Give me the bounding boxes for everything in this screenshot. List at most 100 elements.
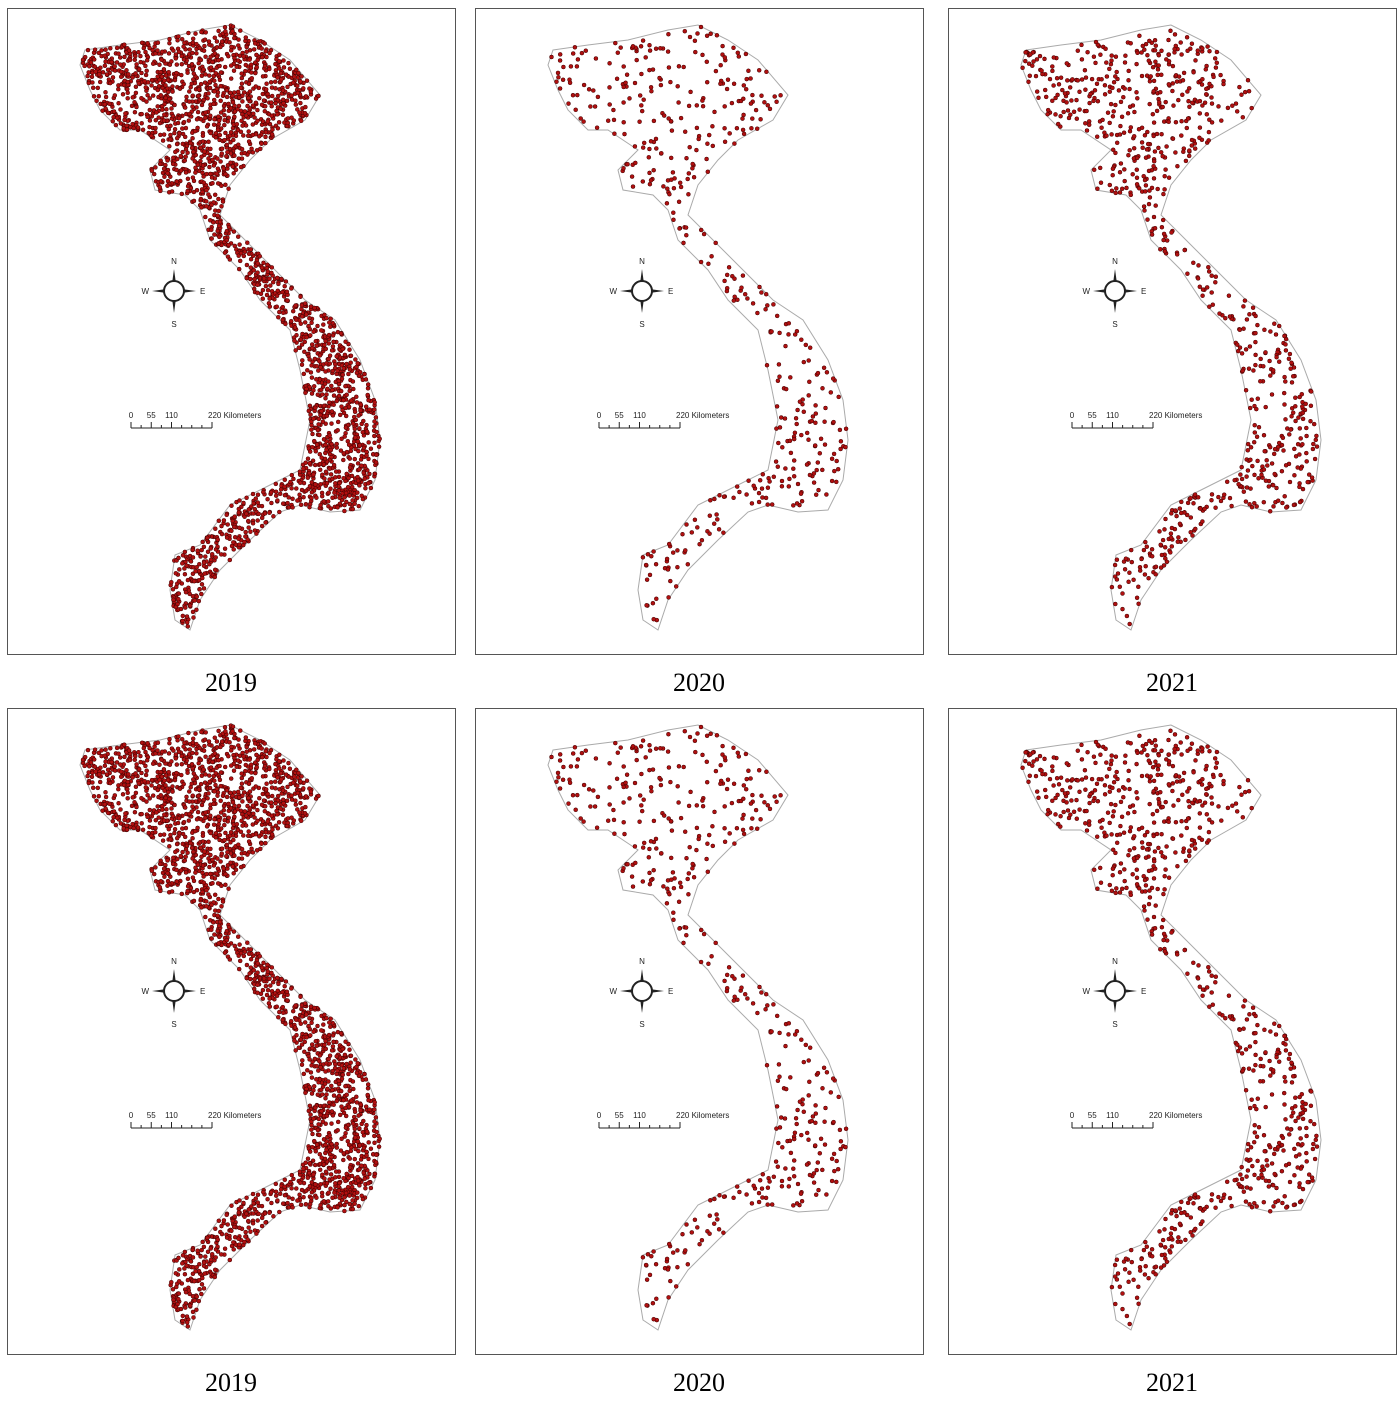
incident-dot (181, 57, 187, 62)
incident-dot (133, 71, 138, 76)
incident-dot (149, 83, 154, 88)
incident-dot (208, 152, 213, 158)
incident-dot (323, 346, 329, 352)
incident-dot (1134, 182, 1140, 187)
incident-dot (301, 480, 307, 486)
incident-dot (1114, 186, 1119, 191)
incident-dot (309, 427, 314, 432)
incident-dot (1136, 186, 1142, 191)
incident-dot (1238, 472, 1243, 477)
incident-dot (231, 68, 237, 73)
incident-dot (1107, 66, 1112, 72)
incident-dot (1054, 75, 1060, 81)
incident-dot (308, 333, 313, 338)
incident-dot (1185, 271, 1190, 276)
incident-dot (1237, 345, 1243, 350)
incident-dot (183, 589, 189, 595)
incident-dot (207, 79, 212, 85)
incident-dot (191, 198, 197, 204)
incident-dot (259, 515, 265, 521)
map-panel: NSW E0 55 110 220 Kilometers (948, 8, 1397, 655)
incident-dot (1283, 379, 1288, 384)
incident-dot (1110, 114, 1116, 119)
incident-dot (1166, 119, 1171, 125)
incident-dot (1095, 186, 1100, 191)
incident-dot (194, 41, 199, 47)
incident-dot (1223, 315, 1228, 321)
incident-dot (1271, 451, 1277, 457)
incident-dot (331, 393, 337, 398)
incident-dot (695, 31, 700, 36)
incident-dot (238, 28, 243, 33)
incident-dot (158, 132, 163, 138)
incident-dot (763, 495, 769, 501)
incident-dot (1269, 392, 1275, 397)
incident-dot (1180, 78, 1186, 83)
incident-dot (765, 303, 770, 308)
incident-dot (1137, 33, 1142, 39)
incident-dot (710, 124, 715, 129)
incident-dot (1158, 150, 1164, 155)
incident-dot (765, 502, 770, 507)
year-label: 2020 (673, 668, 725, 697)
incident-dot (124, 68, 129, 73)
incident-dot (731, 45, 736, 51)
incident-dot (1134, 175, 1140, 181)
incident-dot (757, 284, 762, 290)
incident-dot (343, 383, 348, 389)
incident-dot (118, 107, 123, 112)
incident-dot (277, 1191, 283, 1197)
incident-dot (1050, 64, 1055, 69)
incident-dot (1216, 104, 1221, 109)
incident-dot (1144, 544, 1150, 549)
incident-dot (1176, 74, 1182, 79)
incident-dot (94, 798, 99, 804)
incident-dot (774, 404, 780, 409)
incident-dot (708, 31, 713, 37)
incident-dot (109, 59, 114, 65)
incident-dot (1241, 489, 1247, 494)
incident-dot (207, 773, 212, 778)
incident-dot (1193, 58, 1198, 63)
incident-dot (324, 480, 330, 486)
incident-dot (1142, 208, 1147, 213)
incident-dot (1026, 61, 1032, 66)
incident-dot (644, 577, 650, 582)
incident-dot (231, 929, 237, 934)
incident-dot (1160, 537, 1166, 543)
incident-dot (699, 537, 705, 543)
incident-dot (1020, 65, 1025, 71)
incident-dot (1267, 509, 1273, 514)
incident-dot (90, 785, 96, 791)
incident-dot (296, 345, 302, 350)
incident-dot (199, 1282, 205, 1287)
incident-dot (1213, 65, 1219, 70)
incident-dot (1109, 132, 1114, 137)
incident-dot (356, 503, 362, 509)
incident-dot (257, 254, 263, 259)
incident-dot (1161, 231, 1167, 237)
incident-dot (133, 53, 138, 59)
incident-dot (192, 159, 198, 164)
incident-dot (190, 104, 195, 109)
incident-dot (225, 149, 230, 155)
incident-dot (1075, 48, 1081, 53)
incident-dot (143, 49, 148, 55)
incident-dot (273, 489, 279, 495)
incident-dot (229, 1203, 234, 1208)
compass-label: E (200, 287, 205, 296)
incident-dot (175, 156, 180, 162)
incident-dot (159, 57, 164, 62)
incident-dot (300, 358, 305, 363)
incident-dot (1128, 125, 1134, 130)
incident-dot (1145, 141, 1151, 147)
incident-dot (239, 75, 245, 81)
incident-dot (354, 394, 359, 400)
incident-dot (329, 383, 334, 389)
scale-label: 0 (129, 411, 134, 420)
incident-dot (334, 354, 339, 359)
incident-dot (743, 86, 749, 92)
incident-dot (251, 286, 257, 292)
incident-dot (242, 150, 247, 156)
incident-dot (1131, 134, 1137, 139)
